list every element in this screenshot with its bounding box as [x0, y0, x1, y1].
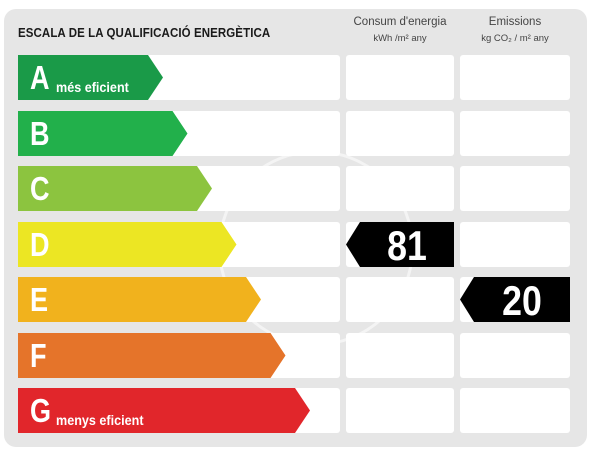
energy-class-letter-e: E	[30, 281, 49, 318]
emissions-column-unit: kg CO₂ / m² any	[481, 32, 549, 44]
energy-class-letter-f: F	[30, 337, 47, 374]
consumption-column-unit: kWh /m² any	[373, 32, 427, 44]
energy-class-letter-b: B	[30, 115, 50, 152]
energy-class-bar-d	[18, 222, 237, 267]
consumption-rating-value: 81	[387, 222, 427, 269]
page-title: ESCALA DE LA QUALIFICACIÓ ENERGÈTICA	[18, 26, 271, 40]
energy-class-bar-b	[18, 111, 188, 156]
consumption-cell-e	[346, 277, 454, 322]
energy-class-letter-g: G	[30, 392, 52, 429]
energy-class-note-a: més eficient	[56, 79, 129, 95]
emissions-cell-f	[460, 333, 570, 378]
consumption-rating-marker	[346, 222, 454, 267]
emissions-cell-d	[460, 222, 570, 267]
consumption-column-label: Consum d'energia	[353, 16, 447, 28]
emissions-rating-marker	[460, 277, 570, 322]
emissions-column-label: Emissions	[488, 16, 542, 28]
energy-class-bar-a	[18, 55, 163, 100]
emissions-cell-c	[460, 166, 570, 211]
energy-class-bar-e	[18, 277, 261, 322]
energy-class-letter-d: D	[30, 226, 50, 263]
consumption-column-header: Consum d'energia kWh /m² any	[346, 16, 454, 44]
energy-class-note-g: menys eficient	[56, 412, 144, 428]
consumption-cell-b	[346, 111, 454, 156]
consumption-cell-f	[346, 333, 454, 378]
emissions-cell-g	[460, 388, 570, 433]
energy-class-bar-c	[18, 166, 212, 211]
emissions-cell-b	[460, 111, 570, 156]
energy-class-letter-c: C	[30, 170, 50, 207]
consumption-cell-g	[346, 388, 454, 433]
emissions-cell-a	[460, 55, 570, 100]
emissions-rating-value: 20	[502, 277, 542, 324]
energy-class-bar-g	[18, 388, 310, 433]
energy-class-letter-a: A	[30, 59, 50, 96]
consumption-cell-c	[346, 166, 454, 211]
consumption-cell-a	[346, 55, 454, 100]
energy-class-bar-f	[18, 333, 286, 378]
emissions-column-header: Emissions kg CO₂ / m² any	[460, 16, 570, 44]
